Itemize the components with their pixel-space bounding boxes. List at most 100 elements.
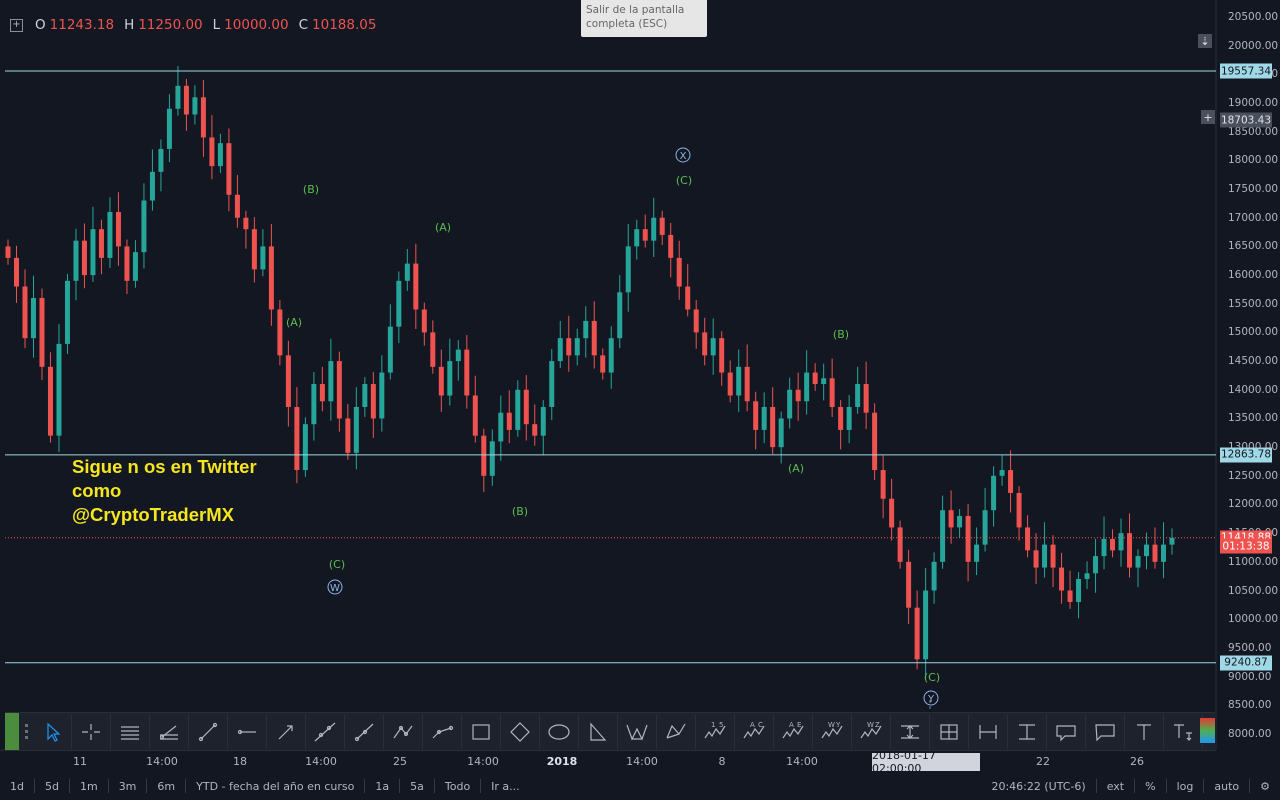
candle-body <box>370 384 376 419</box>
candle-body <box>838 406 844 430</box>
candle-body <box>523 389 529 425</box>
ellipse-icon[interactable] <box>540 714 579 749</box>
log-toggle[interactable]: log <box>1176 779 1194 793</box>
range-5d[interactable]: 5d <box>44 779 59 793</box>
range-3m[interactable]: 3m <box>118 779 137 793</box>
wave-label[interactable]: (C) <box>924 671 940 684</box>
ext-toggle[interactable]: ext <box>1106 779 1125 793</box>
triangle-icon[interactable] <box>579 714 618 749</box>
wave-label[interactable]: (B) <box>512 505 528 518</box>
color-swatch-icon[interactable] <box>1200 718 1215 743</box>
horizontal-ray-icon[interactable] <box>228 714 267 749</box>
wave-circle-label: X <box>680 151 687 162</box>
tooltip-line-1: Salir de la pantalla <box>586 4 685 16</box>
fib-channel-icon[interactable] <box>150 714 189 749</box>
rotated-rectangle-icon[interactable] <box>501 714 540 749</box>
range-1m[interactable]: 1m <box>79 779 98 793</box>
wave-label[interactable]: (A) <box>286 316 302 329</box>
ohlc-open-key: O <box>35 17 46 33</box>
time-cursor-label: 2018-01-17 02:00:00 <box>872 749 980 775</box>
price-tick: 14000.00 <box>1228 383 1279 396</box>
wave-label[interactable]: (B) <box>833 328 849 341</box>
range-5a[interactable]: 5a <box>410 779 424 793</box>
candle-body <box>1135 556 1141 568</box>
wave-label[interactable]: (A) <box>435 221 451 234</box>
wave-circle-x[interactable] <box>675 147 691 163</box>
extended-line-icon[interactable] <box>306 714 345 749</box>
polyline-icon[interactable] <box>384 714 423 749</box>
download-icon[interactable]: ⇣ <box>1198 34 1212 48</box>
candle-body <box>761 406 767 430</box>
candle-body <box>149 171 155 201</box>
candle-body <box>965 515 971 562</box>
candle-body <box>549 361 555 407</box>
candle-body <box>107 211 113 258</box>
abcd-pattern-icon[interactable] <box>657 714 696 749</box>
range-1d[interactable]: 1d <box>10 779 24 793</box>
xabcd-pattern-icon[interactable] <box>618 714 657 749</box>
price-range-horizontal-icon[interactable] <box>969 714 1008 749</box>
candle-body <box>39 298 45 367</box>
horizontal-lines-icon[interactable] <box>111 714 150 749</box>
candle-body <box>1050 544 1056 568</box>
wave-label[interactable]: (C) <box>676 174 692 187</box>
price-tick: 8500.00 <box>1228 699 1272 712</box>
wave-circle-label: W <box>330 583 340 594</box>
add-plus-icon[interactable]: + <box>1201 110 1215 124</box>
cursor-icon[interactable] <box>33 714 72 749</box>
candle-body <box>974 544 980 562</box>
percent-toggle[interactable]: % <box>1145 779 1156 793</box>
candle-body <box>192 97 198 115</box>
wave-circle-w[interactable] <box>327 579 343 595</box>
candle-body <box>175 85 181 109</box>
price-tick: 17000.00 <box>1228 211 1279 224</box>
expand-legend-icon[interactable]: + <box>10 18 23 32</box>
settings-gear-icon[interactable]: ⚙ <box>1260 779 1270 793</box>
range-ir-a-[interactable]: Ir a... <box>491 779 520 793</box>
wave-label[interactable]: (C) <box>329 558 345 571</box>
balloon-icon[interactable] <box>1086 714 1125 749</box>
date-range-icon[interactable] <box>891 714 930 749</box>
candle-body <box>600 355 606 373</box>
toolbar-green-handle[interactable] <box>5 713 19 750</box>
price-range-vertical-icon[interactable] <box>1008 714 1047 749</box>
wave-circle-y[interactable] <box>923 690 939 706</box>
trend-line-icon[interactable] <box>189 714 228 749</box>
auto-toggle[interactable]: auto <box>1214 779 1240 793</box>
range-1a[interactable]: 1a <box>375 779 390 793</box>
candle-body <box>1016 493 1022 528</box>
range-ytd-fecha-del-a-o-en-curso[interactable]: YTD - fecha del año en curso <box>196 779 355 793</box>
candle-body <box>98 229 104 258</box>
crosshair-icon[interactable] <box>72 714 111 749</box>
time-tick: 14:00 <box>146 755 178 768</box>
candle-body <box>430 332 436 367</box>
wave-label[interactable]: (A) <box>788 462 804 475</box>
candle-body <box>574 338 580 356</box>
range-todo[interactable]: Todo <box>444 779 471 793</box>
candle-body <box>880 470 886 499</box>
date-price-range-icon[interactable] <box>930 714 969 749</box>
time-tick: 14:00 <box>305 755 337 768</box>
range-6m[interactable]: 6m <box>157 779 176 793</box>
candle-body <box>846 406 852 430</box>
promo-line-1: Sigue n os en Twitter <box>72 456 257 477</box>
rectangle-icon[interactable] <box>462 714 501 749</box>
path-icon[interactable] <box>423 714 462 749</box>
candle-body <box>379 372 385 419</box>
anchored-text-icon[interactable] <box>1164 714 1203 749</box>
arrow-line-icon[interactable] <box>267 714 306 749</box>
wave-label[interactable]: (B) <box>303 183 319 196</box>
toolbar-grip-icon[interactable] <box>19 713 33 750</box>
ray-icon[interactable] <box>345 714 384 749</box>
candle-body <box>634 229 640 247</box>
candle-body <box>489 441 495 476</box>
callout-icon[interactable] <box>1047 714 1086 749</box>
candle-body <box>1169 537 1175 545</box>
text-icon[interactable] <box>1125 714 1164 749</box>
